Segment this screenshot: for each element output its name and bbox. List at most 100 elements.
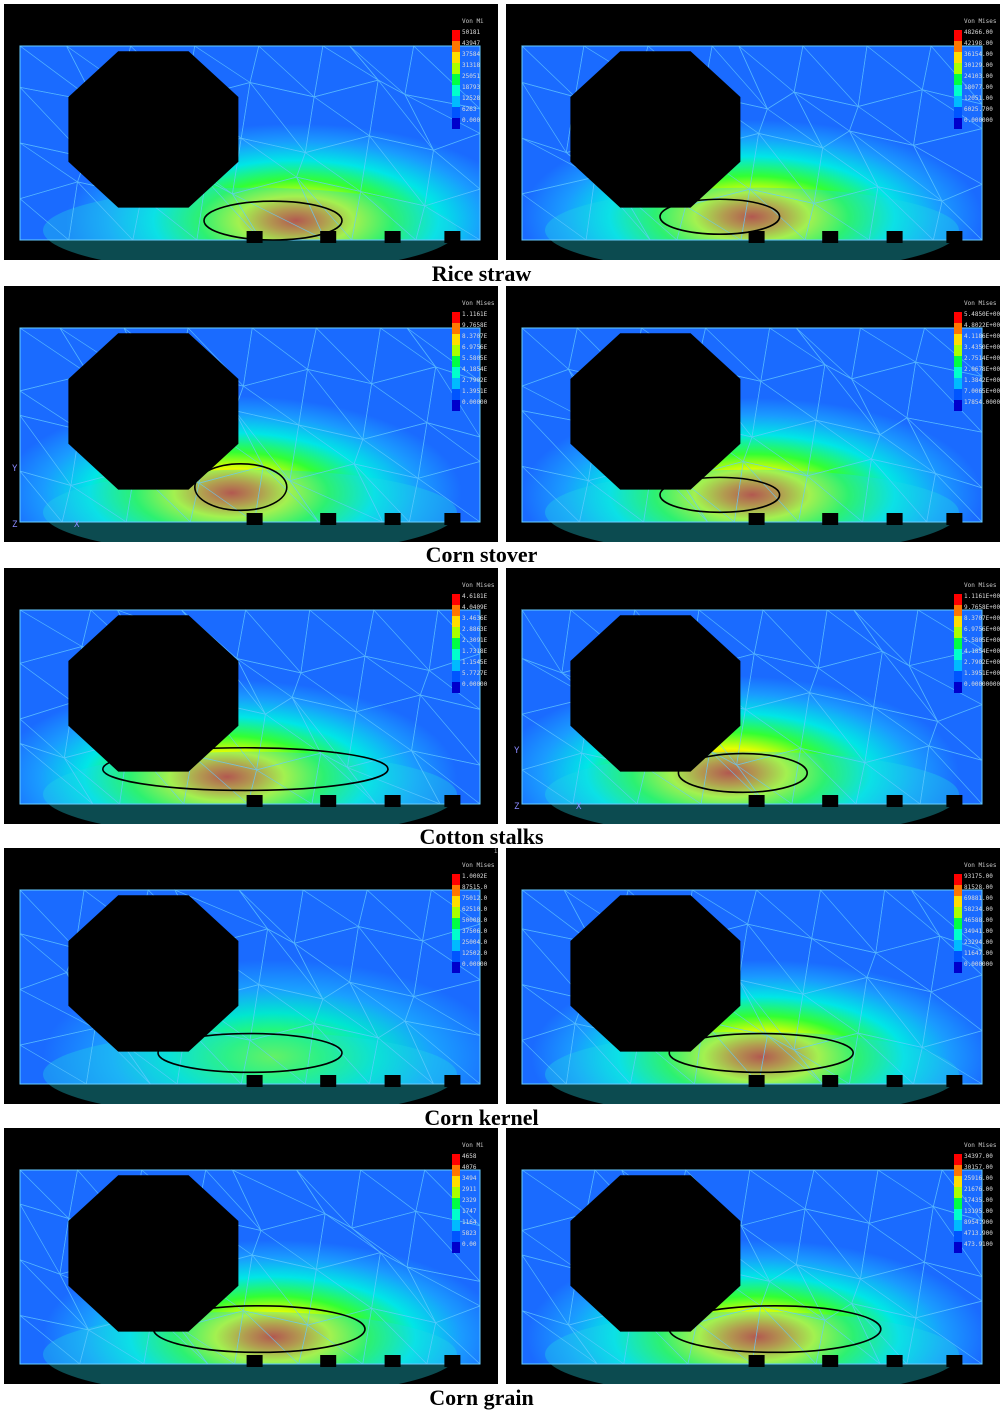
legend-swatch xyxy=(452,929,460,940)
legend-value: 2.7514E+006 xyxy=(964,355,1000,362)
octagon-hole xyxy=(570,51,741,208)
legend-swatch xyxy=(954,929,962,940)
axis-x-label: X xyxy=(576,802,582,812)
octagon-hole xyxy=(68,51,239,208)
stress-ellipse xyxy=(668,1032,854,1074)
octagon-hole xyxy=(570,615,741,772)
legend-swatch xyxy=(954,1220,962,1231)
legend-value: 12051.00 xyxy=(964,95,993,102)
legend-swatch xyxy=(452,367,460,378)
stress-ellipse xyxy=(194,463,288,512)
legend-value: 1.3842E+006 xyxy=(964,377,1000,384)
legend-swatch xyxy=(452,918,460,929)
legend-value: 18077.00 xyxy=(964,84,993,91)
legend-value: 48266.00 xyxy=(964,29,993,36)
legend-value: 5823 xyxy=(462,1230,477,1237)
legend-value: 46588.00 xyxy=(964,917,993,924)
legend-swatch xyxy=(954,1198,962,1209)
stress-ellipse xyxy=(659,198,781,235)
legend-value: 23294.00 xyxy=(964,939,993,946)
legend-value: 5.5805E+007 xyxy=(964,637,1000,644)
legend-value: 1.0002E xyxy=(462,873,488,880)
stress-ellipse xyxy=(659,476,781,514)
legend-value: 0.000000 xyxy=(964,961,993,968)
legend-swatch xyxy=(452,660,460,671)
legend-value: 37506.0 xyxy=(462,928,488,935)
legend-swatch xyxy=(452,41,460,52)
legend-value: 6.9756E+007 xyxy=(964,626,1000,633)
legend-value: 4.6181E xyxy=(462,593,488,600)
legend-value: 0.000 xyxy=(462,117,481,124)
legend-value: 8.3707E+007 xyxy=(964,615,1000,622)
tiny-header-text: in stress c?l xyxy=(494,848,498,855)
legend-swatch xyxy=(954,1165,962,1176)
legend-swatch xyxy=(452,940,460,951)
legend-swatch xyxy=(452,671,460,682)
legend-swatch xyxy=(452,345,460,356)
stress-plot xyxy=(19,609,481,824)
legend-value: 5.5805E xyxy=(462,355,488,362)
legend-swatch xyxy=(954,1209,962,1220)
legend-swatch xyxy=(954,30,962,41)
octagon-hole xyxy=(68,1175,239,1332)
legend-swatch xyxy=(954,1176,962,1187)
legend-title: Von Mises xyxy=(462,862,495,869)
legend-value: 1164 xyxy=(462,1219,477,1226)
legend-swatch xyxy=(954,616,962,627)
legend-value: 75012.0 xyxy=(462,895,488,902)
legend-swatch xyxy=(954,627,962,638)
legend-swatch xyxy=(452,1165,460,1176)
legend-value: 43947 xyxy=(462,40,481,47)
legend-swatch xyxy=(452,616,460,627)
legend-value: 2.8863E xyxy=(462,626,488,633)
legend-title: Von Mises xyxy=(964,300,997,307)
legend-swatch xyxy=(954,885,962,896)
legend-swatch xyxy=(452,323,460,334)
legend-title: Von Mises xyxy=(462,582,495,589)
legend-value: 50008.0 xyxy=(462,917,488,924)
legend-value: 3494 xyxy=(462,1175,477,1182)
legend-value: 1747 xyxy=(462,1208,477,1215)
fea-panel-grain-right: Von Mises 34397.00 30157.00 25916.00 21676.0… xyxy=(506,1128,1000,1384)
legend-swatch xyxy=(452,334,460,345)
stress-plot xyxy=(19,889,481,1104)
stress-plot xyxy=(19,1169,481,1384)
legend-swatch xyxy=(954,334,962,345)
legend-swatch xyxy=(452,96,460,107)
caption-1: Corn stover xyxy=(425,542,538,567)
legend-value: 0.00000 xyxy=(462,399,488,406)
legend-swatch xyxy=(452,682,460,693)
legend-value: 0.00 xyxy=(462,1241,477,1248)
legend-value: 4.0409E xyxy=(462,604,488,611)
octagon-hole xyxy=(570,895,741,1052)
legend-value: 34397.00 xyxy=(964,1153,993,1160)
legend-swatch xyxy=(452,312,460,323)
legend-title: Von Mises xyxy=(964,862,997,869)
legend-value: 0.000000 xyxy=(964,117,993,124)
legend-value: 2911 xyxy=(462,1186,477,1193)
legend-value: 4.1854E xyxy=(462,366,488,373)
legend-swatch xyxy=(452,107,460,118)
fea-panel-stover-right: Von Mises 5.4850E+006 4.8022E+006 4.1186E+0… xyxy=(506,286,1000,542)
legend-swatch xyxy=(452,1187,460,1198)
axis-y-label: Y xyxy=(12,464,18,474)
legend-swatch xyxy=(954,389,962,400)
legend-swatch xyxy=(452,638,460,649)
stress-ellipse xyxy=(203,200,343,241)
legend-value: 1.1161E+008 xyxy=(964,593,1000,600)
legend-value: 7.0065E+005 xyxy=(964,388,1000,395)
legend-value: 2.7902E xyxy=(462,377,488,384)
legend-swatch xyxy=(452,962,460,973)
legend-value: 12502.0 xyxy=(462,950,488,957)
octagon-hole xyxy=(68,333,239,490)
legend-swatch xyxy=(954,85,962,96)
legend-swatch xyxy=(954,118,962,129)
legend-title: Von Mi xyxy=(462,18,484,25)
stress-plot xyxy=(19,327,481,542)
legend-swatch xyxy=(954,1231,962,1242)
legend-title: Von Mises xyxy=(964,18,997,25)
legend-value: 6.9756E xyxy=(462,344,488,351)
legend-value: 13195.00 xyxy=(964,1208,993,1215)
legend-swatch xyxy=(452,649,460,660)
caption-2: Cotton stalks xyxy=(419,824,544,849)
